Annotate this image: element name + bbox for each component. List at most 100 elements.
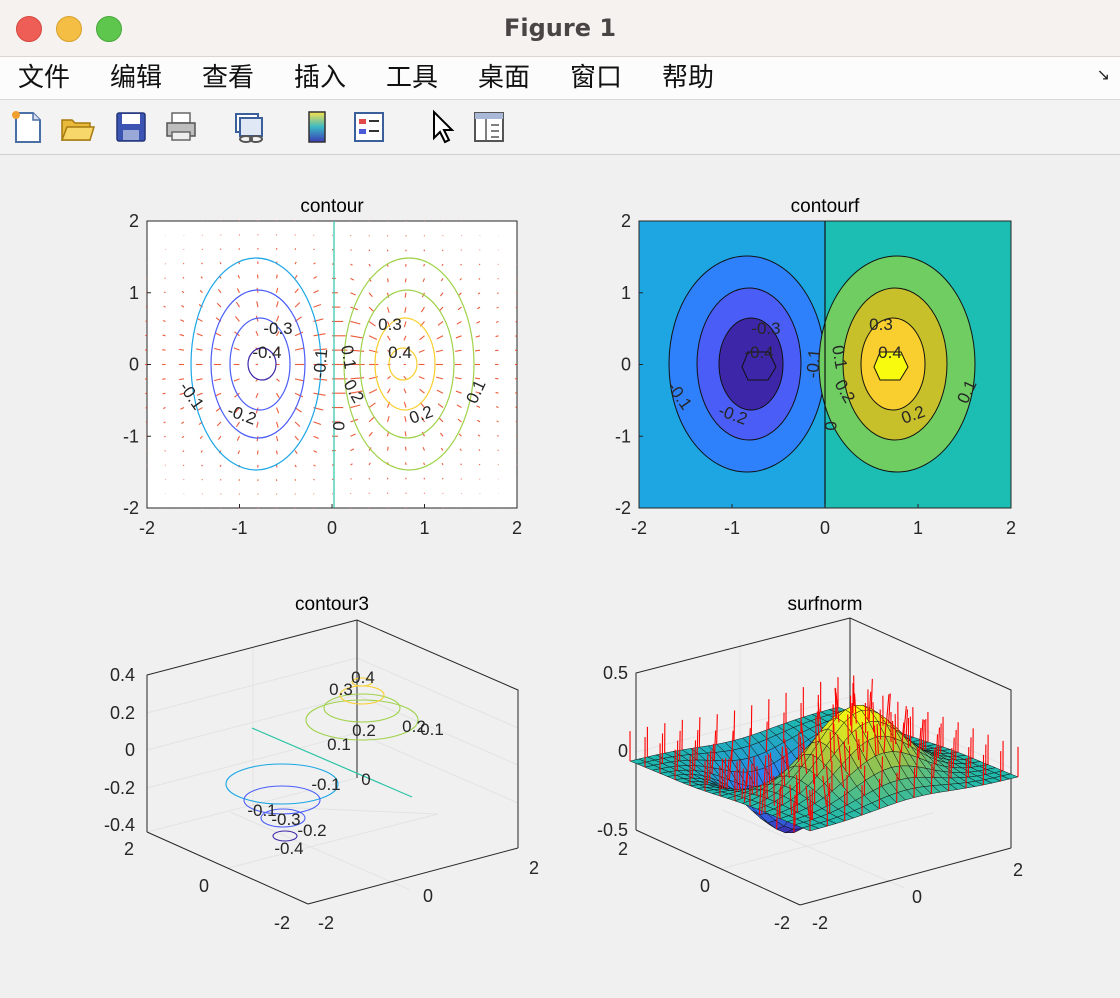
- property-inspector-icon[interactable]: [470, 108, 508, 146]
- menu-edit[interactable]: 编辑: [110, 63, 163, 93]
- surface-normal: [743, 772, 748, 803]
- quiver-arrow: [458, 433, 462, 437]
- quiver-arrow: [182, 464, 185, 467]
- quiver-arrow: [201, 464, 203, 467]
- surface-normal: [802, 743, 808, 774]
- quiver-arrow: [460, 249, 462, 251]
- quiver-arrow: [200, 276, 203, 279]
- quiver-arrow: [386, 278, 389, 283]
- quiver-arrow: [386, 306, 390, 313]
- menu-insert[interactable]: 插入: [294, 63, 347, 93]
- quiver-arrow: [199, 435, 203, 439]
- quiver-arrow: [294, 248, 297, 250]
- quiver-arrow: [456, 404, 462, 409]
- surface-normal: [800, 720, 805, 751]
- subplot-contour: contour -0.3-0.4-0.1-0.2-0.10.10.200.30.…: [123, 196, 522, 538]
- surface-normal: [816, 711, 820, 742]
- quiver-arrow: [182, 450, 185, 453]
- contour-level-label: -0.3: [751, 319, 780, 338]
- surface-normal: [826, 766, 830, 797]
- surface-normal: [935, 734, 939, 765]
- z-tick-label: 0.2: [110, 703, 135, 723]
- quiver-arrow: [459, 278, 462, 281]
- quiver-arrow: [386, 416, 390, 423]
- quiver-arrow: [386, 446, 389, 451]
- quiver-arrow: [216, 302, 222, 308]
- print-icon[interactable]: [162, 108, 200, 146]
- quiver-arrow: [276, 347, 280, 351]
- x-tick-label: 1: [419, 518, 429, 538]
- z-tick-label: -0.4: [104, 815, 135, 835]
- surface-patch: [801, 825, 820, 832]
- zoom-window-button[interactable]: [96, 16, 122, 42]
- open-file-icon[interactable]: [58, 108, 96, 146]
- contour-level-label: 0: [821, 421, 840, 430]
- quiver-arrow: [441, 462, 444, 466]
- contour3-level-label: 0.2: [352, 721, 376, 740]
- minimize-window-button[interactable]: [56, 16, 82, 42]
- quiver-arrow: [455, 335, 462, 339]
- menu-window[interactable]: 窗口: [570, 63, 623, 93]
- x-tick-label: -2: [318, 913, 334, 933]
- surface-normal: [711, 743, 715, 774]
- surface-normal: [894, 713, 897, 744]
- menu-help[interactable]: 帮助: [662, 63, 715, 93]
- quiver-arrow: [350, 306, 359, 311]
- surface-normal: [872, 702, 875, 733]
- quiver-arrow: [496, 420, 499, 423]
- surface-normal: [881, 756, 884, 787]
- quiver-arrow: [199, 290, 203, 294]
- quiver-arrow: [477, 419, 481, 423]
- quiver-arrow: [276, 392, 280, 399]
- quiver-arrow: [313, 435, 319, 440]
- menu-file[interactable]: 文件: [18, 63, 71, 93]
- menu-overflow-icon[interactable]: ↘: [1096, 65, 1110, 84]
- surface-normal: [728, 750, 733, 781]
- quiver-arrow: [476, 320, 481, 324]
- menu-view[interactable]: 查看: [202, 63, 255, 93]
- save-icon[interactable]: [112, 108, 150, 146]
- quiver-arrow: [458, 292, 462, 296]
- quiver-arrow: [275, 315, 280, 322]
- contour-line-negative: [190, 257, 322, 471]
- quiver-arrow: [180, 319, 185, 322]
- quiver-arrow: [217, 289, 222, 294]
- quiver-arrow: [294, 421, 301, 427]
- quiver-arrow: [294, 302, 301, 308]
- surface-normal: [948, 760, 950, 791]
- contour3-level-label: 0.1: [420, 720, 444, 739]
- contour-line-positive: [374, 317, 436, 411]
- axes-box: [146, 619, 519, 905]
- pointer-icon[interactable]: [422, 108, 460, 146]
- insert-legend-icon[interactable]: [350, 108, 388, 146]
- link-plot-icon[interactable]: [230, 108, 268, 146]
- quiver-arrow: [198, 304, 203, 308]
- quiver-arrow: [275, 274, 278, 279]
- surface-normal: [767, 753, 771, 784]
- quiver-arrow: [196, 392, 203, 396]
- surface-normal: [769, 752, 773, 783]
- contour-level-label: 0.4: [388, 343, 412, 362]
- quiver-arrow: [455, 349, 462, 352]
- close-window-button[interactable]: [16, 16, 42, 42]
- quiver-arrow: [276, 330, 280, 337]
- insert-colorbar-icon[interactable]: [298, 108, 336, 146]
- axes-title: contour3: [295, 594, 369, 615]
- quiver-arrow: [420, 306, 425, 313]
- quiver-arrow: [234, 407, 240, 413]
- axis-ticks: -2 -1 0 1 2 2 1 0 -1 -2: [123, 211, 522, 538]
- quiver-arrow: [368, 263, 371, 267]
- quiver-arrow: [455, 390, 462, 394]
- quiver-arrow: [201, 248, 203, 251]
- y-tick-label: 0: [621, 355, 631, 375]
- surface-normal: [922, 719, 925, 750]
- new-figure-icon[interactable]: [8, 108, 46, 146]
- y-tick-label: -1: [123, 426, 139, 446]
- menu-desktop[interactable]: 桌面: [478, 63, 531, 93]
- y-tick-label: -2: [274, 913, 290, 933]
- surface-normal: [713, 730, 717, 761]
- quiver-arrow: [179, 392, 185, 396]
- x-tick-label: 2: [529, 858, 539, 878]
- menu-tools[interactable]: 工具: [386, 63, 439, 93]
- surface-normal: [883, 722, 887, 753]
